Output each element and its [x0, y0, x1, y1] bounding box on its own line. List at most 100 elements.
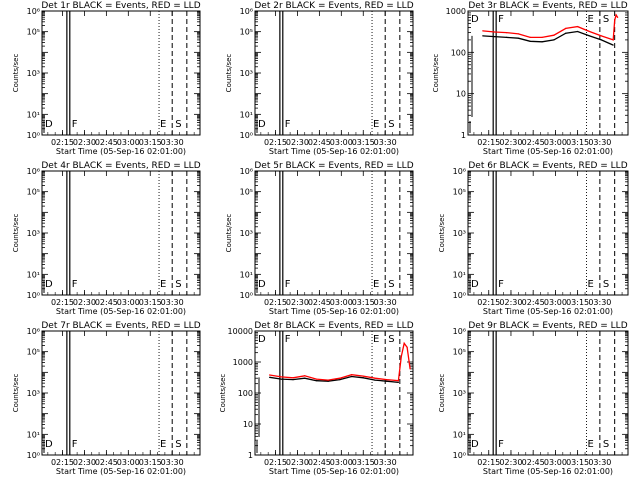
series-point-lld — [482, 30, 484, 32]
x-tick-label: 03:15 — [566, 458, 589, 467]
x-tick-label: 03:15 — [566, 138, 589, 147]
x-tick-label: 03:30 — [161, 138, 184, 147]
marker-f: F — [72, 279, 78, 290]
series-point-lld — [541, 36, 543, 38]
y-axis-label: Counts/sec — [432, 54, 440, 93]
x-tick-label: 02:30 — [499, 298, 522, 307]
x-axis-label: Start Time (05-Sep-16 02:01:00) — [56, 147, 186, 156]
series-point-lld — [400, 355, 402, 358]
plot-frame — [467, 170, 629, 296]
series-point-events — [386, 380, 388, 382]
x-tick-label: 03:00 — [544, 458, 567, 467]
x-axis-label: Start Time (05-Sep-16 02:01:00) — [483, 147, 613, 156]
y-tick-label: 1 — [461, 131, 466, 140]
x-tick-label: 03:30 — [588, 298, 611, 307]
y-tick-label: 10³ — [27, 69, 40, 78]
y-tick-label: 10⁰ — [453, 451, 466, 460]
panel-det-4: Det 4r BLACK = Events, RED = LLD 10⁰ 10¹ 10… — [12, 161, 201, 316]
series-point-events — [505, 36, 508, 38]
panel-det-6: Det 6r BLACK = Events, RED = LLD 10⁰ 10¹ 10… — [438, 161, 629, 316]
x-tick-label: 02:45 — [308, 138, 331, 147]
series-point-lld — [403, 342, 405, 344]
x-tick-label: 03:30 — [374, 458, 397, 467]
y-tick-label: 10⁶ — [453, 327, 466, 336]
x-axis-label: Start Time (05-Sep-16 02:01:00) — [269, 307, 399, 316]
panel-title: Det 5r BLACK = Events, RED = LLD — [254, 161, 413, 171]
plot-frame — [254, 330, 414, 456]
y-tick-label: 10 — [456, 90, 466, 99]
x-tick-label: 03:30 — [161, 298, 184, 307]
y-tick-label: 10⁶ — [27, 167, 40, 176]
x-tick-label: 02:45 — [308, 298, 331, 307]
series-point-lld — [362, 375, 364, 377]
panel-title: Det 6r BLACK = Events, RED = LLD — [468, 161, 627, 171]
x-tick-label: 03:00 — [117, 458, 140, 467]
panel-title: Det 7r BLACK = Events, RED = LLD — [41, 321, 200, 331]
series-point-events — [612, 44, 614, 46]
y-tick-label: 100 — [451, 48, 466, 57]
marker-e: E — [588, 439, 594, 450]
x-tick-label: 03:15 — [566, 298, 589, 307]
panel-det-9: Det 9r BLACK = Events, RED = LLD 10⁰ 10¹ 10… — [438, 321, 629, 476]
series-point-events — [292, 379, 294, 381]
y-tick-label: 10⁵ — [27, 188, 40, 197]
marker-f: F — [498, 279, 504, 290]
y-tick-label: 10³ — [240, 229, 253, 238]
y-tick-label: 10⁰ — [240, 131, 253, 140]
series-line-lld — [269, 341, 411, 382]
y-tick-label: 100 — [238, 389, 253, 398]
series-point-lld — [553, 34, 555, 36]
marker-e: E — [160, 279, 166, 290]
x-tick-label: 02:45 — [522, 458, 545, 467]
y-tick-label: 1 — [248, 451, 253, 460]
panel-det-8: Det 8r BLACK = Events, RED = LLD 1 10 100 10… — [219, 321, 414, 476]
series-point-events — [494, 36, 496, 38]
panel-title: Det 4r BLACK = Events, RED = LLD — [41, 161, 200, 171]
x-tick-label: 03:00 — [330, 458, 353, 467]
x-tick-label: 02:15 — [264, 458, 287, 467]
marker-f: F — [285, 119, 291, 130]
y-tick-label: 10³ — [453, 389, 466, 398]
panel-title: Det 9r BLACK = Events, RED = LLD — [468, 321, 627, 331]
marker-s: S — [603, 14, 609, 25]
y-tick-label: 10 — [243, 420, 253, 429]
x-tick-label: 02:15 — [264, 298, 287, 307]
panel-det-2: Det 2r BLACK = Events, RED = LLD 10⁰ 10¹ 10… — [225, 1, 414, 156]
plot-frame — [41, 330, 201, 456]
marker-s: S — [388, 334, 394, 345]
series-point-events — [397, 381, 399, 383]
x-tick-label: 03:00 — [117, 298, 140, 307]
y-tick-label: 10⁰ — [453, 291, 466, 300]
y-axis-label: Counts/sec — [438, 374, 446, 413]
x-tick-label: 02:30 — [499, 458, 522, 467]
marker-s: S — [603, 439, 609, 450]
x-tick-label: 02:30 — [499, 138, 522, 147]
x-tick-label: 02:15 — [51, 458, 74, 467]
series-point-lld — [517, 33, 519, 35]
y-tick-label: 10⁶ — [240, 7, 253, 16]
series-line-events — [269, 375, 399, 384]
marker-s: S — [175, 119, 181, 130]
x-tick-label: 02:30 — [286, 458, 309, 467]
y-axis-label: Counts/sec — [12, 54, 20, 93]
x-tick-label: 02:15 — [477, 298, 500, 307]
y-tick-label: 10⁶ — [27, 7, 40, 16]
x-tick-label: 02:15 — [264, 138, 287, 147]
y-tick-label: 10⁵ — [240, 188, 253, 197]
x-tick-label: 02:15 — [51, 138, 74, 147]
series-point-events — [529, 40, 531, 42]
x-tick-label: 03:30 — [374, 298, 397, 307]
x-tick-label: 02:45 — [95, 298, 118, 307]
x-tick-label: 02:30 — [73, 458, 96, 467]
x-tick-label: 03:00 — [544, 138, 567, 147]
x-tick-label: 02:45 — [522, 138, 545, 147]
y-tick-label: 10¹ — [240, 110, 253, 119]
y-tick-label: 10⁶ — [27, 327, 40, 336]
x-tick-label: 02:45 — [308, 458, 331, 467]
plot-frame — [467, 330, 629, 456]
x-tick-label: 03:15 — [352, 138, 375, 147]
series-point-lld — [617, 16, 619, 19]
series-point-events — [588, 35, 591, 37]
marker-d: D — [471, 279, 479, 290]
x-tick-label: 03:15 — [139, 458, 162, 467]
